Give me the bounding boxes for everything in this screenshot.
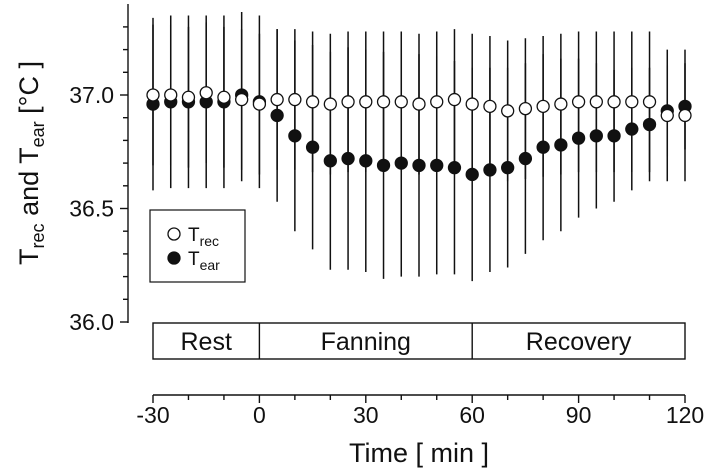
point-t-ear	[447, 160, 462, 175]
point-t-rec	[571, 95, 586, 109]
point-t-rec	[252, 97, 267, 111]
x-tick-label: 0	[253, 402, 266, 428]
x-axis-label: Time [ min ]	[349, 438, 489, 468]
phase-bar-frame	[152, 322, 686, 360]
point-t-ear	[554, 138, 568, 152]
y-tick-label: 36.0	[69, 309, 114, 335]
y-tick-label: 36.5	[69, 196, 114, 222]
point-t-rec	[465, 97, 479, 111]
point-t-rec	[430, 95, 444, 109]
legend-box	[149, 209, 246, 283]
point-t-rec	[483, 99, 497, 113]
data-markers	[146, 86, 692, 182]
point-t-ear	[607, 129, 621, 143]
point-t-ear	[430, 158, 444, 173]
point-t-ear	[465, 167, 479, 182]
point-t-rec	[501, 104, 515, 118]
point-t-rec	[678, 108, 692, 123]
point-t-ear	[501, 160, 515, 175]
point-t-ear	[394, 156, 408, 170]
phase-bar: Rest Fanning Recovery	[152, 322, 686, 360]
point-t-rec	[589, 95, 603, 109]
point-t-ear	[642, 117, 657, 132]
y-ticks: 36.0 36.5 37.0	[69, 26, 128, 335]
y-tick-label: 37.0	[69, 82, 114, 108]
legend-marker-ear	[167, 251, 181, 265]
point-t-rec	[305, 95, 320, 109]
point-t-rec	[217, 90, 231, 104]
point-t-rec	[199, 86, 213, 100]
legend-label-ear: Tear	[188, 249, 220, 273]
phase-label-recovery: Recovery	[526, 328, 632, 356]
point-t-ear	[341, 151, 355, 166]
point-t-ear	[412, 158, 426, 173]
point-t-rec	[394, 95, 408, 109]
point-t-rec	[447, 92, 462, 107]
point-t-ear	[518, 151, 533, 166]
legend: Trec Tear	[149, 209, 246, 283]
point-t-ear	[589, 129, 603, 143]
x-tick-label: -30	[136, 402, 169, 428]
x-tick-label: 120	[666, 402, 704, 428]
point-t-rec	[235, 92, 249, 107]
point-t-rec	[607, 95, 621, 109]
point-t-ear	[305, 140, 320, 154]
point-t-ear	[625, 122, 639, 136]
point-t-rec	[288, 92, 302, 107]
point-t-ear	[376, 158, 391, 173]
point-t-ear	[536, 140, 550, 154]
point-t-ear	[323, 154, 337, 168]
legend-label-rec: Trec	[188, 225, 219, 249]
point-t-ear	[571, 131, 586, 145]
point-t-rec	[536, 99, 550, 113]
point-t-ear	[359, 154, 373, 168]
point-t-rec	[518, 101, 533, 116]
phase-label-rest: Rest	[180, 328, 231, 356]
x-tick-label: 60	[459, 402, 485, 428]
point-t-rec	[270, 92, 284, 107]
point-t-rec	[164, 88, 178, 102]
point-t-ear	[270, 108, 284, 123]
x-tick-label: 30	[353, 402, 379, 428]
point-t-rec	[376, 95, 391, 109]
point-t-rec	[554, 97, 568, 111]
point-t-rec	[625, 95, 639, 109]
point-t-ear	[483, 163, 497, 177]
point-t-rec	[181, 90, 196, 104]
x-tick-label: 90	[566, 402, 592, 428]
point-t-rec	[642, 95, 657, 109]
phase-label-fanning: Fanning	[321, 328, 411, 356]
point-t-rec	[359, 95, 373, 109]
legend-marker-rec	[167, 227, 181, 241]
y-axis-label: Trec and Tear [°C ]	[14, 61, 48, 265]
point-t-rec	[146, 88, 160, 102]
x-ticks: -30 0 30 60 90 120	[136, 395, 704, 428]
point-t-rec	[660, 108, 674, 123]
point-t-rec	[412, 97, 426, 111]
point-t-ear	[288, 129, 302, 143]
point-t-rec	[323, 97, 337, 111]
point-t-rec	[341, 95, 355, 109]
